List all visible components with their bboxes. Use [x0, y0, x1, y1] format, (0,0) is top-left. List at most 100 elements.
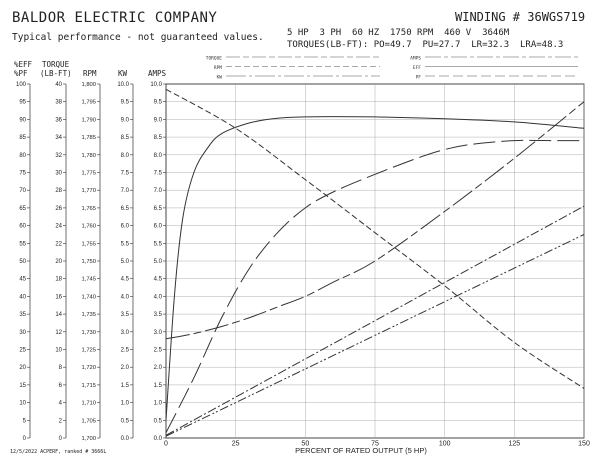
series-amps-line	[165, 101, 585, 340]
series-kw-line	[165, 234, 585, 437]
scale-label-amps: 7.5	[154, 171, 163, 177]
legend-label-rpm: RPM	[214, 65, 222, 71]
scale-label-kw: 3.5	[121, 312, 130, 318]
series-pf-line	[165, 139, 584, 433]
scale-label-torque: 28	[55, 188, 62, 194]
scale-label-kw: 8.0	[121, 153, 130, 159]
scale-label-eff_pf: 50	[19, 259, 26, 265]
scale-label-torque: 36	[55, 117, 62, 123]
scale-label-kw: 1.0	[121, 401, 130, 407]
scale-label-rpm: 1,750	[81, 259, 96, 265]
scale-label-amps: 1.5	[154, 383, 163, 389]
company-name: BALDOR ELECTRIC COMPANY	[12, 10, 218, 26]
scale-label-eff_pf: 40	[19, 294, 26, 300]
scale-label-amps: 2.0	[154, 365, 163, 371]
scale-label-amps: 1.0	[154, 401, 163, 407]
scale-label-eff_pf: 95	[19, 100, 26, 106]
kw-column-header: KW	[118, 69, 128, 78]
scale-label-rpm: 1,785	[81, 135, 96, 141]
scale-label-torque: 12	[55, 330, 62, 336]
scale-label-eff_pf: 45	[19, 277, 26, 283]
scale-label-kw: 7.5	[121, 171, 130, 177]
scale-label-kw: 0.5	[121, 418, 130, 424]
scale-label-rpm: 1,710	[81, 401, 96, 407]
legend-label-kw: KW	[217, 75, 223, 81]
scale-label-amps: 0.5	[154, 418, 163, 424]
scale-label-rpm: 1,765	[81, 206, 96, 212]
scale-label-kw: 2.0	[121, 365, 130, 371]
scale-label-eff_pf: 35	[19, 312, 26, 318]
scale-label-kw: 2.5	[121, 348, 130, 354]
scale-label-rpm: 1,730	[81, 330, 96, 336]
scale-label-torque: 30	[55, 171, 62, 177]
x-tick-label: 100	[439, 441, 451, 448]
scale-label-rpm: 1,780	[81, 153, 96, 159]
scale-label-torque: 2	[59, 418, 63, 424]
amps-column-header: AMPS	[148, 69, 167, 78]
scale-label-eff_pf: 20	[19, 365, 26, 371]
scale-label-kw: 4.5	[121, 277, 130, 283]
scale-label-kw: 4.0	[121, 294, 130, 300]
scale-label-torque: 20	[55, 259, 62, 265]
scale-label-rpm: 1,760	[81, 224, 96, 230]
rpm-column-header: RPM	[83, 69, 97, 78]
scale-label-amps: 6.0	[154, 224, 163, 230]
scale-label-amps: 9.5	[154, 100, 163, 106]
scale-label-rpm: 1,745	[81, 277, 96, 283]
scale-label-torque: 16	[55, 294, 62, 300]
x-tick-label: 150	[578, 441, 590, 448]
scale-label-kw: 5.5	[121, 241, 130, 247]
scale-label-torque: 14	[55, 312, 62, 318]
scale-label-kw: 9.0	[121, 117, 130, 123]
scale-label-torque: 10	[55, 348, 62, 354]
scale-label-rpm: 1,720	[81, 365, 96, 371]
x-tick-label: 50	[301, 441, 309, 448]
scale-label-eff_pf: 0	[23, 436, 27, 442]
scale-label-kw: 3.0	[121, 330, 130, 336]
scale-label-torque: 18	[55, 277, 62, 283]
scale-label-rpm: 1,800	[81, 82, 96, 88]
scale-label-eff_pf: 15	[19, 383, 26, 389]
scale-label-kw: 7.0	[121, 188, 130, 194]
scale-label-kw: 1.5	[121, 383, 130, 389]
scale-label-amps: 6.5	[154, 206, 163, 212]
x-tick-label: 75	[371, 441, 379, 448]
scale-label-amps: 5.0	[154, 259, 163, 265]
scale-label-eff_pf: 55	[19, 241, 26, 247]
scale-label-amps: 5.5	[154, 241, 163, 247]
scale-label-rpm: 1,790	[81, 117, 96, 123]
scale-label-eff_pf: 85	[19, 135, 26, 141]
x-tick-label: 125	[508, 441, 520, 448]
scale-label-eff_pf: 90	[19, 117, 26, 123]
x-tick-label: 25	[232, 441, 240, 448]
scale-label-rpm: 1,755	[81, 241, 96, 247]
scale-label-torque: 32	[55, 153, 62, 159]
scale-label-torque: 40	[55, 82, 62, 88]
scale-label-torque: 8	[59, 365, 63, 371]
scale-label-amps: 8.5	[154, 135, 163, 141]
x-axis-label: PERCENT OF RATED OUTPUT (5 HP)	[295, 446, 427, 455]
scale-label-torque: 0	[59, 436, 63, 442]
scale-label-amps: 8.0	[154, 153, 163, 159]
scale-label-eff_pf: 100	[16, 82, 27, 88]
scale-label-rpm: 1,795	[81, 100, 96, 106]
scale-label-amps: 3.5	[154, 312, 163, 318]
scale-label-eff_pf: 30	[19, 330, 26, 336]
scale-label-torque: 6	[59, 383, 63, 389]
legend-label-amps: AMPS	[410, 56, 421, 62]
scale-label-amps: 10.0	[150, 82, 162, 88]
footnote: 12/5/2022 ACPERF, ranked # 3666L	[10, 449, 107, 455]
scale-label-rpm: 1,775	[81, 171, 96, 177]
scale-label-amps: 3.0	[154, 330, 163, 336]
scale-label-kw: 6.0	[121, 224, 130, 230]
scale-label-rpm: 1,725	[81, 348, 96, 354]
scale-label-eff_pf: 65	[19, 206, 26, 212]
scale-label-rpm: 1,705	[81, 418, 96, 424]
x-tick-label: 0	[164, 441, 168, 448]
disclaimer-text: Typical performance - not guaranteed val…	[12, 32, 264, 43]
scale-label-torque: 34	[55, 135, 62, 141]
scale-label-eff_pf: 60	[19, 224, 26, 230]
scale-label-rpm: 1,770	[81, 188, 96, 194]
